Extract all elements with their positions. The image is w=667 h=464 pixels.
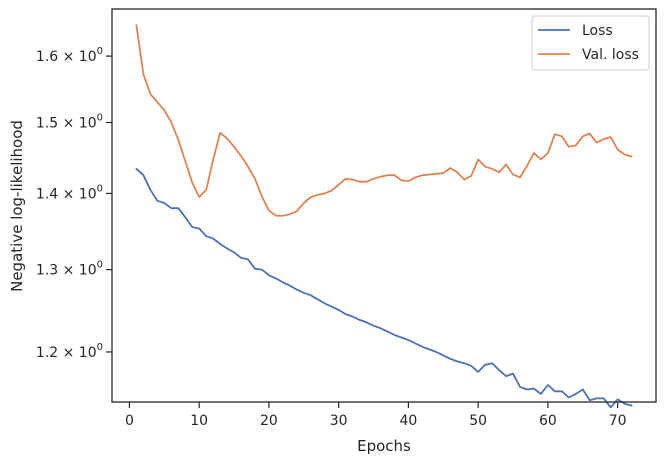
legend: Loss Val. loss xyxy=(531,15,650,71)
legend-label-loss: Loss xyxy=(582,23,613,39)
series-layer xyxy=(135,24,633,409)
x-tick-label: 30 xyxy=(330,413,348,429)
y-tick-label: 1.2 × 100 xyxy=(36,342,103,361)
series-line-loss xyxy=(135,167,633,409)
x-tick-label: 40 xyxy=(399,413,417,429)
series-line-val-loss xyxy=(135,24,633,217)
y-tick-label: 1.4 × 100 xyxy=(36,183,103,202)
ticks-layer: 0 10 20 30 40 50 60 70 1.2 × 100 1.3 × 100 1.4 × 1… xyxy=(36,46,627,429)
x-axis-label: Epochs xyxy=(357,437,411,455)
legend-label-val-loss: Val. loss xyxy=(582,47,639,63)
plot-frame xyxy=(111,8,657,403)
x-tick-label: 50 xyxy=(469,413,487,429)
x-tick-label: 0 xyxy=(125,413,134,429)
y-tick-label: 1.5 × 100 xyxy=(36,112,103,131)
y-axis-label: Negative log-likelihood xyxy=(8,120,26,292)
x-tick-label: 70 xyxy=(609,413,627,429)
y-tick-label: 1.6 × 100 xyxy=(36,46,103,65)
x-tick-label: 10 xyxy=(190,413,208,429)
x-tick-label: 60 xyxy=(539,413,557,429)
x-tick-label: 20 xyxy=(260,413,278,429)
y-tick-label: 1.3 × 100 xyxy=(36,260,103,279)
